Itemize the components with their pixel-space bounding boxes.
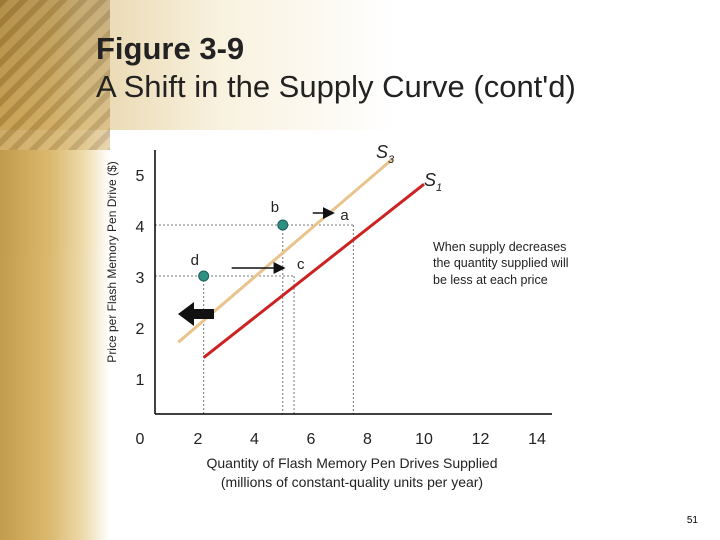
x-tick-label-10: 10: [415, 431, 433, 448]
curve-label-s3: S: [376, 142, 388, 162]
x-tick-label-12: 12: [472, 431, 490, 448]
y-tick-label-3: 3: [136, 270, 145, 287]
x-tick-label-6: 6: [307, 431, 316, 448]
y-tick-label-1: 1: [136, 372, 145, 389]
point-b: [277, 219, 289, 231]
x-tick-label-4: 4: [250, 431, 259, 448]
x-tick-label-8: 8: [363, 431, 372, 448]
supply-curve-s1: [202, 183, 425, 359]
point-label-d: d: [191, 252, 199, 269]
x-tick-label-2: 2: [194, 431, 203, 448]
curve-label-s1: S: [424, 170, 436, 190]
bold-left-arrow: [178, 302, 214, 326]
point-label-c: c: [297, 256, 305, 273]
decorative-photo: [0, 0, 110, 150]
point-d: [198, 270, 210, 282]
slide-title-line-2: A Shift in the Supply Curve (cont'd): [96, 69, 576, 104]
page-number: 51: [686, 515, 698, 526]
slide-title: Figure 3-9 A Shift in the Supply Curve (…: [96, 30, 576, 106]
y-tick-label-2: 2: [136, 321, 145, 338]
annotation-line-1: When supply decreases: [433, 240, 566, 254]
x-tick-label-14: 14: [528, 431, 546, 448]
slide-title-line-1: Figure 3-9: [96, 31, 245, 66]
y-axis-label: Price per Flash Memory Pen Drive ($): [105, 161, 119, 362]
decorative-side-panel: [0, 0, 110, 540]
point-label-a: a: [340, 207, 349, 224]
annotation-line-3: be less at each price: [433, 273, 548, 287]
y-tick-label-5: 5: [136, 168, 145, 185]
x-axis-label: Quantity of Flash Memory Pen Drives Supp…: [206, 455, 497, 471]
curve-label-sub-s3: 3: [388, 154, 395, 166]
x-axis-label-line-2: (millions of constant-quality units per …: [221, 474, 483, 490]
y-tick-label-4: 4: [136, 219, 145, 236]
annotation-line-2: the quantity supplied will: [433, 256, 569, 270]
origin-label: 0: [136, 431, 145, 448]
supply-curve-s3: [177, 157, 394, 344]
decorative-top-band: [0, 0, 720, 130]
curve-label-sub-s1: 1: [436, 182, 442, 194]
point-label-b: b: [271, 199, 279, 216]
